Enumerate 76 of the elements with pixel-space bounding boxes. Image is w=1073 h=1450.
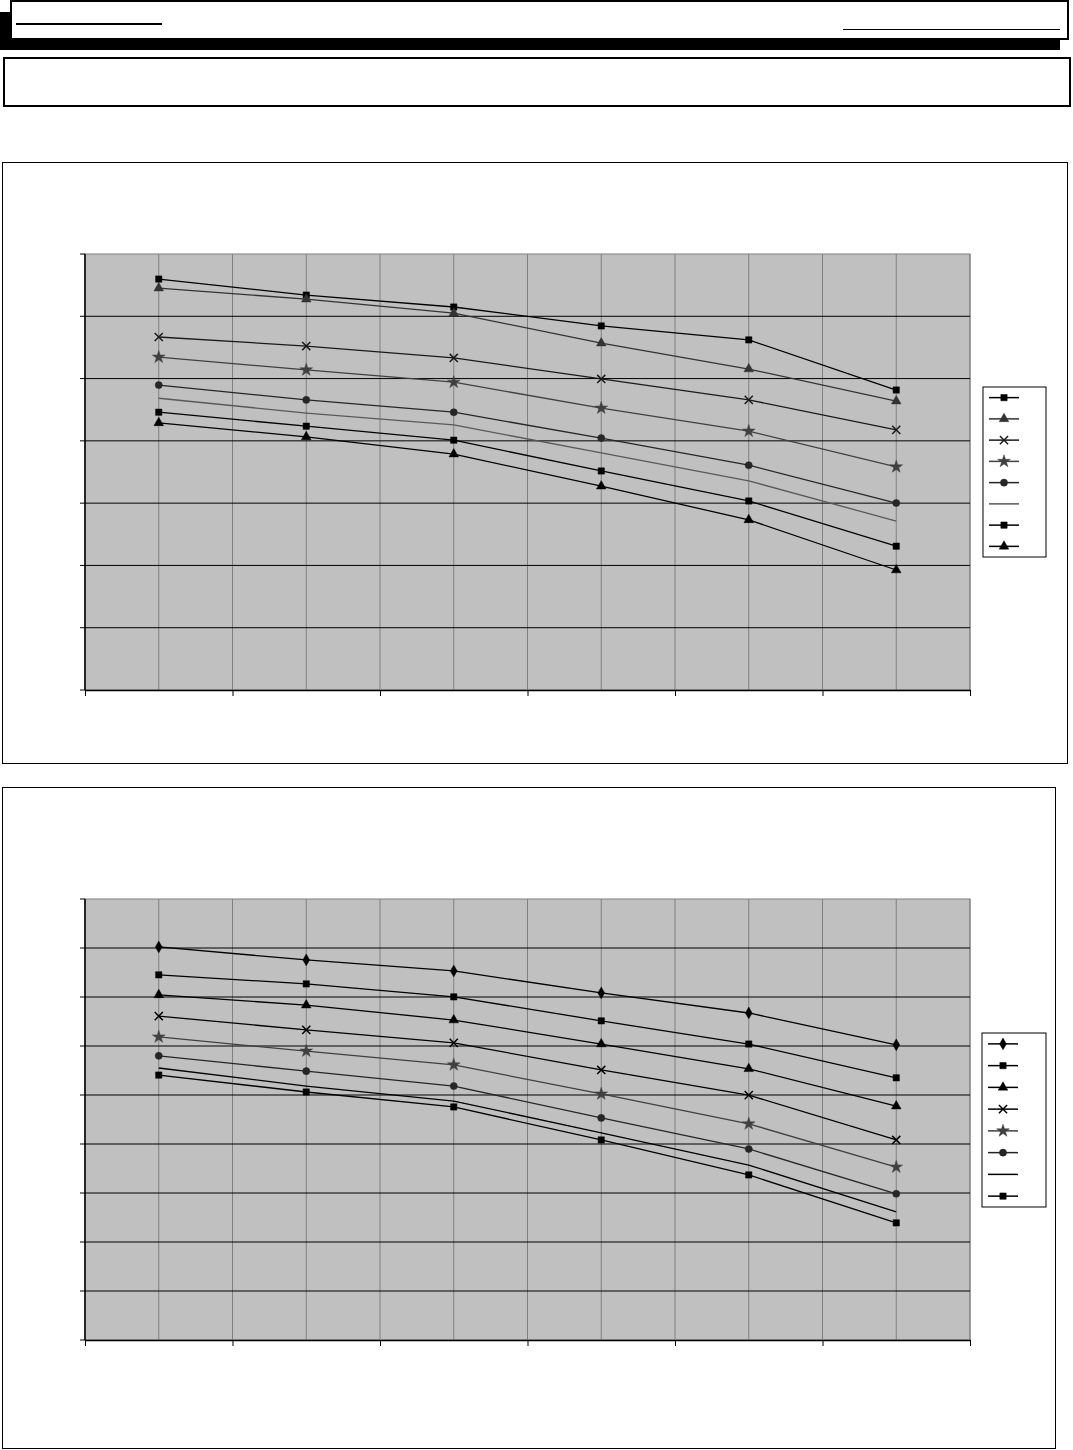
point	[594, 401, 608, 414]
point	[155, 275, 163, 283]
point	[153, 417, 164, 426]
point	[450, 993, 458, 1001]
point	[153, 989, 164, 998]
point	[153, 282, 164, 292]
point	[597, 434, 606, 442]
point	[597, 1136, 605, 1144]
point	[301, 341, 312, 351]
point	[155, 408, 163, 416]
point	[302, 1088, 310, 1096]
point	[743, 1063, 754, 1072]
point	[892, 1074, 900, 1082]
point	[447, 1057, 461, 1071]
point	[152, 1030, 166, 1043]
point	[597, 1114, 606, 1122]
point	[448, 1014, 459, 1024]
point	[889, 1160, 903, 1173]
point	[745, 1171, 753, 1179]
point	[743, 395, 754, 405]
point	[889, 459, 903, 473]
point	[891, 564, 902, 574]
point	[891, 395, 902, 405]
point	[448, 1038, 459, 1048]
point	[299, 1044, 313, 1057]
point	[594, 1087, 608, 1100]
point	[892, 499, 901, 507]
point	[743, 1090, 754, 1100]
point	[449, 1082, 458, 1090]
point	[301, 431, 312, 440]
point	[745, 497, 753, 505]
point	[153, 1011, 164, 1021]
point	[447, 375, 461, 388]
point	[744, 1145, 753, 1153]
point	[449, 408, 458, 417]
point	[892, 1189, 901, 1198]
point	[302, 1067, 311, 1075]
point	[299, 362, 313, 376]
point	[154, 1052, 163, 1060]
point	[448, 307, 459, 317]
point	[596, 1065, 607, 1075]
point	[891, 1100, 902, 1110]
point	[743, 363, 754, 373]
point	[448, 353, 459, 363]
point	[450, 1103, 458, 1111]
point	[302, 396, 311, 404]
point	[450, 436, 458, 444]
point	[892, 386, 900, 394]
point	[596, 337, 607, 347]
point	[596, 1038, 607, 1048]
point	[152, 350, 166, 363]
point	[302, 422, 310, 430]
point	[745, 1040, 753, 1048]
point	[744, 461, 753, 470]
point	[596, 480, 607, 490]
point	[745, 336, 753, 344]
point	[155, 971, 163, 979]
point	[596, 374, 607, 384]
point	[301, 293, 312, 303]
point	[597, 467, 605, 475]
point	[154, 381, 163, 389]
point	[891, 425, 902, 435]
point	[892, 1219, 900, 1227]
point	[301, 1025, 312, 1035]
point	[743, 514, 754, 523]
point	[597, 322, 605, 330]
point	[302, 980, 310, 988]
point	[448, 448, 459, 458]
point	[301, 999, 312, 1009]
point	[597, 1017, 605, 1025]
point	[742, 424, 756, 437]
point	[153, 332, 164, 342]
point	[892, 542, 900, 550]
point	[742, 1116, 756, 1130]
point	[891, 1135, 902, 1145]
point	[155, 1071, 163, 1079]
